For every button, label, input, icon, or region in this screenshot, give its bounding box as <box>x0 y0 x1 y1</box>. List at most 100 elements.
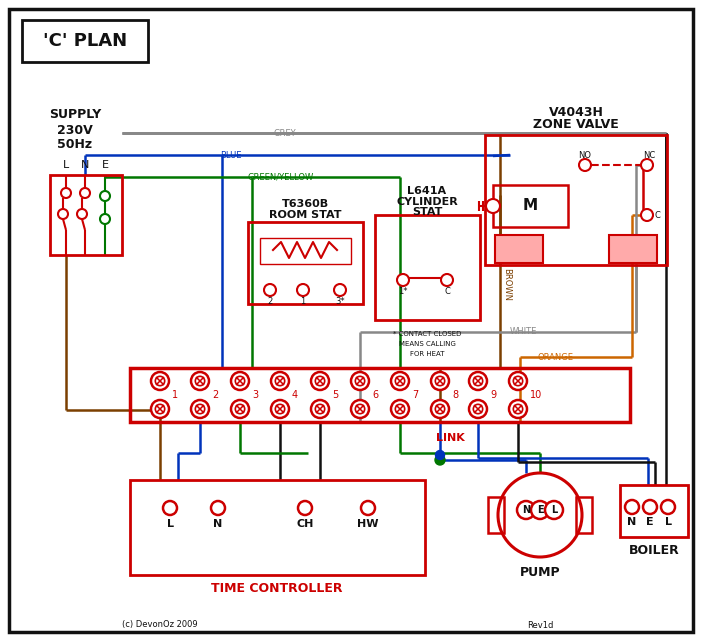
Text: 1: 1 <box>300 297 305 306</box>
Text: N: N <box>628 517 637 527</box>
Text: 2: 2 <box>267 297 272 306</box>
Circle shape <box>61 188 71 198</box>
Text: L: L <box>551 505 557 515</box>
Text: WHITE: WHITE <box>510 328 537 337</box>
Text: N: N <box>81 160 89 170</box>
Text: E: E <box>537 505 543 515</box>
Circle shape <box>361 501 375 515</box>
Text: C: C <box>654 210 660 219</box>
Circle shape <box>155 404 165 413</box>
Circle shape <box>397 274 409 286</box>
Circle shape <box>100 191 110 201</box>
Bar <box>50 175 122 255</box>
Text: 3: 3 <box>252 390 258 400</box>
Circle shape <box>641 209 653 221</box>
Text: 1*: 1* <box>398 288 408 297</box>
Circle shape <box>661 500 675 514</box>
Bar <box>375 215 480 320</box>
Text: 'C' PLAN: 'C' PLAN <box>43 32 127 50</box>
Text: HW: HW <box>357 519 379 529</box>
Bar <box>488 497 504 533</box>
Text: 10: 10 <box>530 390 542 400</box>
Circle shape <box>513 376 523 386</box>
Text: T6360B: T6360B <box>282 199 329 209</box>
Circle shape <box>431 372 449 390</box>
Text: ROOM STAT: ROOM STAT <box>269 210 341 220</box>
Circle shape <box>264 284 276 296</box>
Circle shape <box>211 501 225 515</box>
Circle shape <box>315 404 325 413</box>
Bar <box>248 222 363 304</box>
Text: 6: 6 <box>372 390 378 400</box>
Text: GREY: GREY <box>273 128 296 138</box>
Circle shape <box>531 501 549 519</box>
Circle shape <box>513 404 523 413</box>
Circle shape <box>334 284 346 296</box>
Circle shape <box>395 376 404 386</box>
Text: 3*: 3* <box>335 297 345 306</box>
Bar <box>495 235 543 263</box>
Circle shape <box>431 400 449 418</box>
Circle shape <box>151 372 169 390</box>
Circle shape <box>391 400 409 418</box>
Circle shape <box>441 274 453 286</box>
Circle shape <box>311 372 329 390</box>
Circle shape <box>231 400 249 418</box>
Text: M: M <box>522 199 538 213</box>
Circle shape <box>469 400 487 418</box>
Circle shape <box>486 199 500 213</box>
Circle shape <box>509 372 527 390</box>
Circle shape <box>77 209 87 219</box>
Circle shape <box>151 400 169 418</box>
Bar <box>620 485 688 537</box>
Circle shape <box>473 404 483 413</box>
Circle shape <box>509 400 527 418</box>
Circle shape <box>469 372 487 390</box>
Circle shape <box>58 209 68 219</box>
Text: GREEN/YELLOW: GREEN/YELLOW <box>247 172 313 181</box>
Circle shape <box>643 500 657 514</box>
Text: CYLINDER: CYLINDER <box>396 197 458 207</box>
Bar <box>130 480 425 575</box>
Text: L: L <box>166 519 173 529</box>
Circle shape <box>435 451 444 460</box>
Text: STAT: STAT <box>412 207 442 217</box>
Text: N: N <box>522 505 530 515</box>
Text: TIME CONTROLLER: TIME CONTROLLER <box>211 583 343 595</box>
Circle shape <box>191 372 209 390</box>
Circle shape <box>235 376 245 386</box>
Bar <box>22 20 148 62</box>
Text: (c) DevonOz 2009: (c) DevonOz 2009 <box>122 620 198 629</box>
Circle shape <box>395 404 404 413</box>
Text: 230V: 230V <box>57 124 93 137</box>
Circle shape <box>231 372 249 390</box>
Circle shape <box>351 400 369 418</box>
Text: ZONE VALVE: ZONE VALVE <box>533 119 619 131</box>
Text: FOR HEAT: FOR HEAT <box>410 351 444 357</box>
Text: MEANS CALLING: MEANS CALLING <box>399 341 456 347</box>
Text: * CONTACT CLOSED: * CONTACT CLOSED <box>393 331 461 337</box>
Text: L: L <box>63 160 69 170</box>
Circle shape <box>579 159 591 171</box>
Bar <box>485 135 667 265</box>
Text: PUMP: PUMP <box>519 567 560 579</box>
Text: V4043H: V4043H <box>548 106 604 119</box>
Text: E: E <box>646 517 654 527</box>
Circle shape <box>271 372 289 390</box>
Bar <box>576 497 592 533</box>
Bar <box>609 235 657 263</box>
Text: Rev1d: Rev1d <box>526 620 553 629</box>
Text: NO: NO <box>578 151 592 160</box>
Text: N: N <box>213 519 223 529</box>
Bar <box>130 368 630 422</box>
Text: 4: 4 <box>292 390 298 400</box>
Circle shape <box>311 400 329 418</box>
Circle shape <box>545 501 563 519</box>
Text: 9: 9 <box>490 390 496 400</box>
Text: 50Hz: 50Hz <box>58 138 93 151</box>
Circle shape <box>517 501 535 519</box>
Text: SUPPLY: SUPPLY <box>49 108 101 122</box>
Text: BOILER: BOILER <box>628 544 680 558</box>
Text: 8: 8 <box>452 390 458 400</box>
Text: E: E <box>102 160 109 170</box>
